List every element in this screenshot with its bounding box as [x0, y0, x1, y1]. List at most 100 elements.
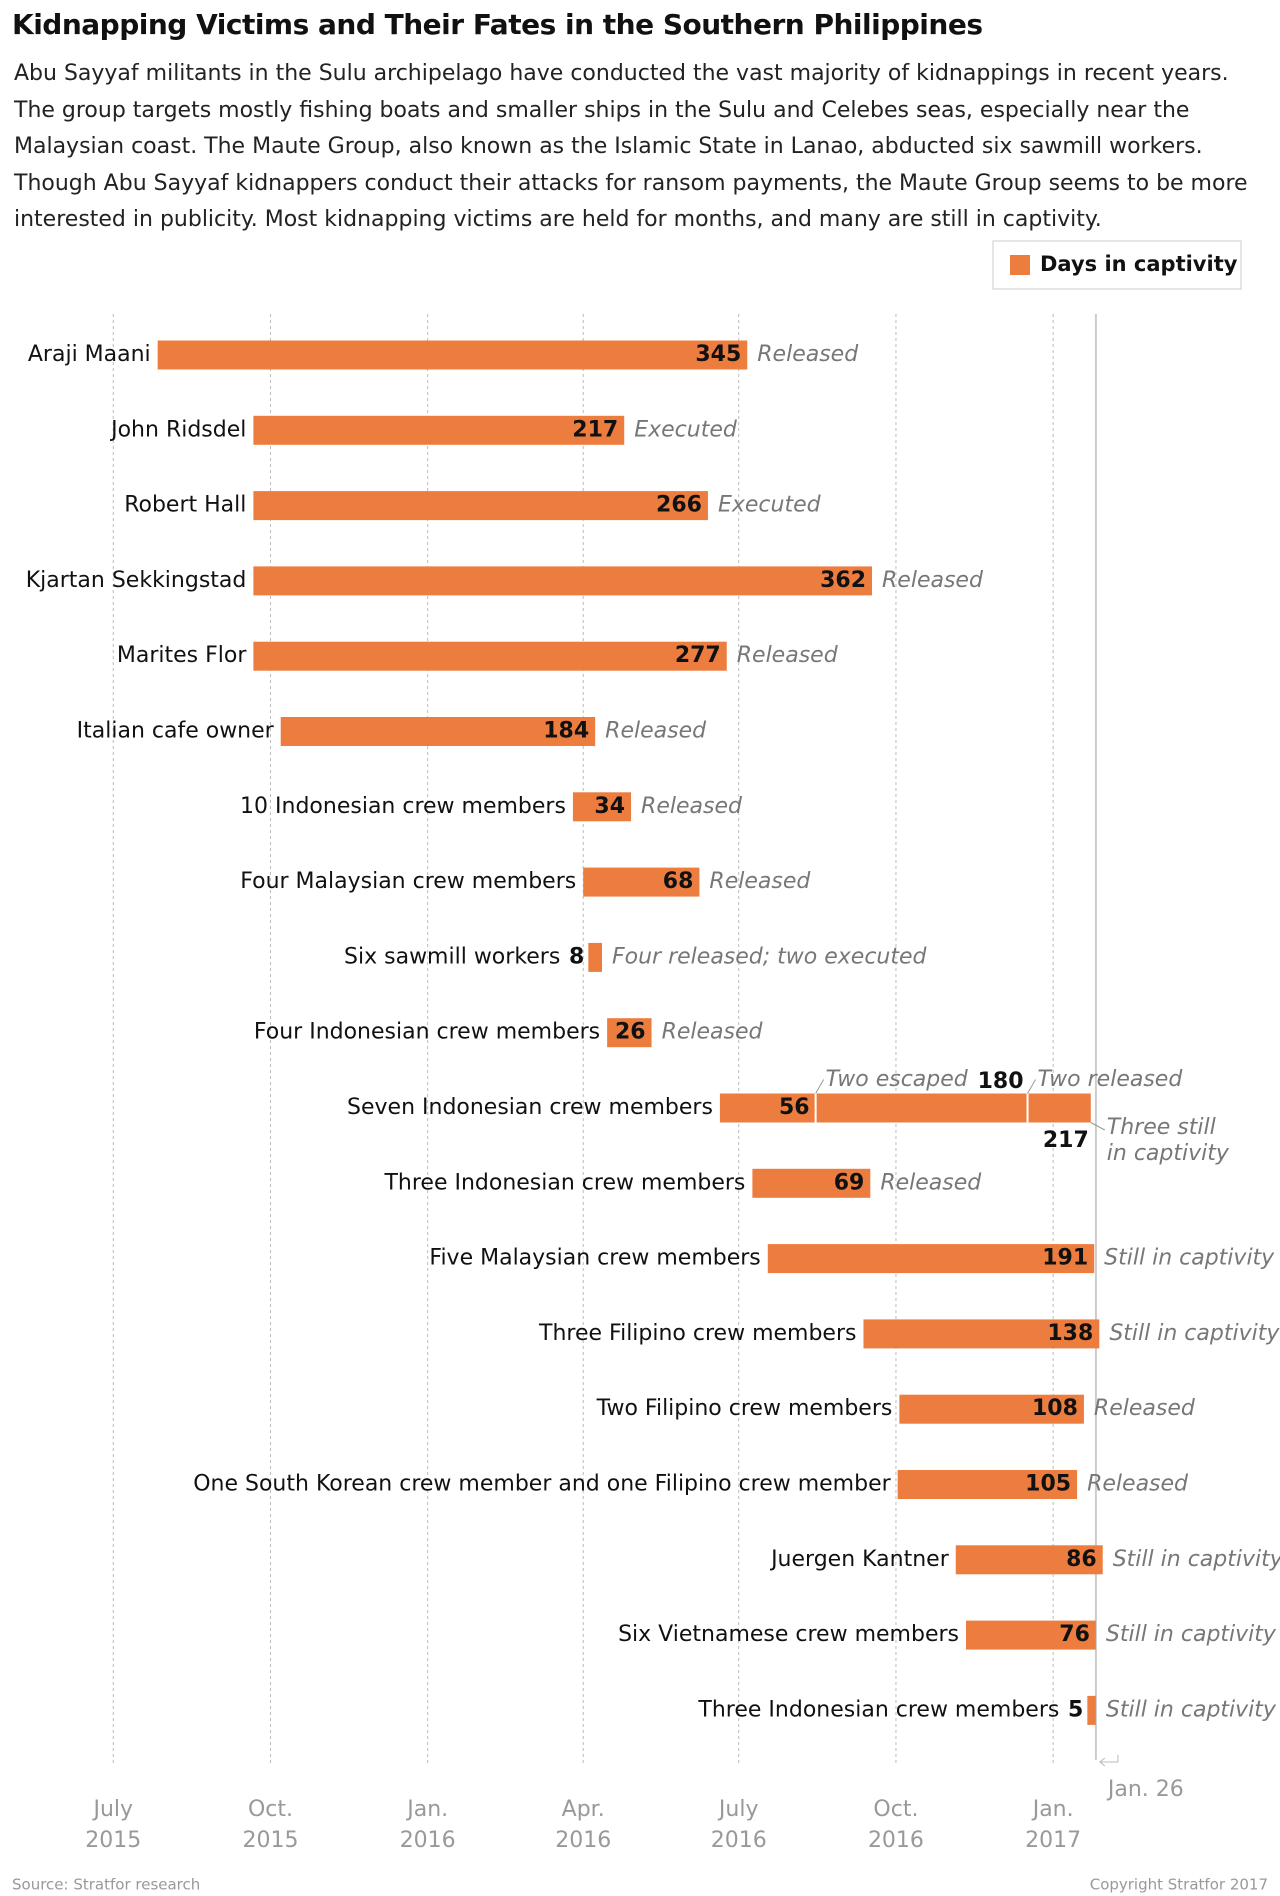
bar	[1087, 1695, 1096, 1725]
bar	[157, 340, 748, 370]
x-tick-label: 2015	[85, 1828, 141, 1853]
value-label: 184	[543, 719, 589, 744]
value-label: 69	[834, 1170, 865, 1195]
bar	[280, 717, 596, 746]
bar	[253, 415, 625, 445]
note: Released	[737, 643, 839, 668]
x-tick-label: Oct.	[248, 1797, 293, 1822]
row-label: Three Indonesian crew members	[697, 1697, 1059, 1722]
legend-swatch	[1010, 255, 1030, 275]
bar	[253, 641, 727, 671]
bar	[572, 792, 632, 822]
bar	[253, 491, 708, 521]
x-tick-label: July	[91, 1797, 133, 1822]
milestone-note: Two released	[1038, 1067, 1184, 1092]
row-label: Italian cafe owner	[77, 719, 275, 744]
row-label: Seven Indonesian crew members	[347, 1095, 713, 1120]
note: Released	[757, 342, 859, 367]
note: Executed	[718, 493, 822, 518]
bar	[583, 867, 700, 897]
bar	[899, 1394, 1084, 1424]
x-tick-label: 2016	[711, 1828, 767, 1853]
note: Released	[709, 869, 811, 894]
note: Still in captivity	[1106, 1697, 1277, 1722]
value-label: 138	[1047, 1321, 1093, 1346]
note: Still in captivity	[1106, 1622, 1277, 1647]
copyright: Copyright Stratfor 2017	[1090, 1876, 1268, 1894]
bar	[588, 942, 603, 972]
row-label: Juergen Kantner	[769, 1547, 950, 1572]
row-label: Araji Maani	[28, 342, 151, 367]
value-label: 217	[572, 417, 618, 442]
value-label: 191	[1042, 1246, 1088, 1271]
row-label: Five Malaysian crew members	[429, 1246, 760, 1271]
row-label: John Ridsdel	[109, 417, 246, 442]
x-tick-label: 2016	[555, 1828, 611, 1853]
note: Released	[605, 719, 707, 744]
x-tick-label: 2016	[400, 1828, 456, 1853]
chart-subtitle: Abu Sayyaf militants in the Sulu archipe…	[14, 61, 1248, 232]
note: Released	[882, 568, 984, 593]
value-label: 217	[1043, 1128, 1089, 1153]
bar	[253, 566, 873, 596]
bar	[752, 1168, 871, 1198]
legend-box	[992, 240, 1242, 290]
row-label: One South Korean crew member and one Fil…	[193, 1472, 891, 1497]
value-label: 108	[1032, 1396, 1078, 1421]
note: Released	[641, 794, 743, 819]
row-label: Two Filipino crew members	[596, 1396, 893, 1421]
milestone-tick	[815, 1079, 825, 1094]
row-label: Four Malaysian crew members	[240, 869, 576, 894]
x-tick-label: Jan.	[405, 1797, 448, 1822]
bar	[767, 1244, 1095, 1274]
value-label: 345	[695, 342, 741, 367]
value-label: 34	[594, 794, 625, 819]
value-label: 277	[675, 643, 721, 668]
note: Still in captivity	[1109, 1321, 1280, 1346]
value-label: 8	[569, 944, 584, 969]
milestone-tick	[1027, 1079, 1036, 1094]
x-tick-label: July	[717, 1797, 759, 1822]
note: in captivity	[1107, 1141, 1230, 1166]
legend-label: Days in captivity	[1040, 252, 1238, 276]
bar	[955, 1545, 1103, 1575]
row-label: Marites Flor	[117, 643, 247, 668]
bar	[897, 1470, 1078, 1499]
row-label: Six Vietnamese crew members	[618, 1622, 959, 1647]
bar	[719, 1093, 1091, 1123]
value-label: 5	[1068, 1697, 1083, 1722]
value-label: 266	[656, 493, 702, 518]
x-tick-label: Apr.	[562, 1797, 605, 1822]
value-label: 68	[663, 869, 694, 894]
note: Released	[1087, 1472, 1189, 1497]
today-label: Jan. 26	[1106, 1777, 1184, 1802]
x-tick-label: Oct.	[873, 1797, 918, 1822]
row-label: Robert Hall	[124, 493, 246, 518]
value-label: 26	[615, 1020, 646, 1045]
note-tick	[1090, 1122, 1106, 1131]
bar	[966, 1620, 1096, 1650]
note: Released	[662, 1020, 764, 1045]
value-label: 362	[820, 568, 866, 593]
bar	[607, 1018, 652, 1048]
note: Three still	[1107, 1115, 1216, 1140]
row-label: Three Indonesian crew members	[383, 1170, 745, 1195]
note: Released	[880, 1170, 982, 1195]
x-tick-label: 2017	[1025, 1828, 1081, 1853]
value-label: 86	[1066, 1547, 1097, 1572]
milestone-note: Two escaped	[826, 1067, 969, 1092]
today-arrow	[1099, 1755, 1119, 1767]
note: Executed	[634, 417, 738, 442]
x-tick-label: 2016	[868, 1828, 924, 1853]
value-label: 180	[978, 1069, 1024, 1094]
row-label: Six sawmill workers	[344, 944, 560, 969]
note: Four released; two executed	[612, 944, 928, 969]
source: Source: Stratfor research	[12, 1876, 200, 1894]
value-label: 105	[1025, 1472, 1071, 1497]
note: Released	[1094, 1396, 1196, 1421]
bar	[863, 1319, 1100, 1349]
row-label: 10 Indonesian crew members	[240, 794, 566, 819]
x-tick-label: 2015	[242, 1828, 298, 1853]
